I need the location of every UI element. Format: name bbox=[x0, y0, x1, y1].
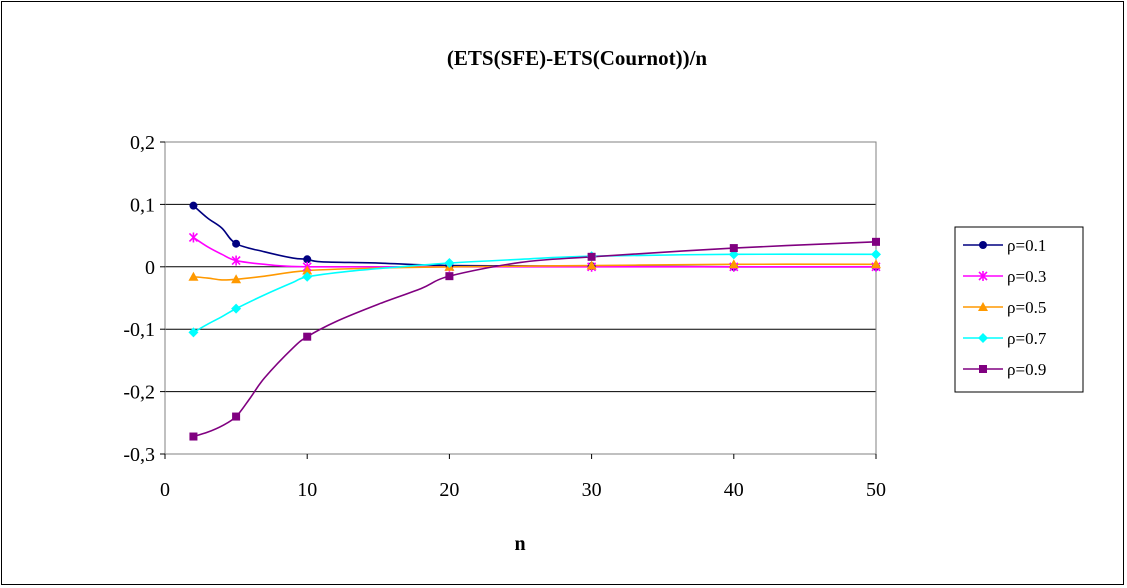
series-5-point bbox=[303, 332, 312, 341]
legend: ρ=0.1 ρ=0.3 ρ=0.5 ρ=0.7 ρ=0.9 bbox=[954, 226, 1084, 393]
plot-area bbox=[164, 141, 877, 455]
series-5-point bbox=[872, 237, 880, 246]
series-1-point bbox=[303, 255, 312, 264]
legend-marker-5 bbox=[979, 365, 987, 373]
y-tick-label: -0,2 bbox=[123, 382, 155, 404]
legend-label-2: ρ=0.3 bbox=[1007, 267, 1046, 286]
series-3-point bbox=[188, 271, 199, 281]
series-1-point bbox=[189, 201, 198, 210]
series-lines bbox=[192, 205, 877, 438]
x-axis-label: n bbox=[514, 533, 525, 555]
chart-title: (ETS(SFE)-ETS(Cournot))/n bbox=[447, 46, 708, 70]
series-2-point bbox=[231, 255, 241, 266]
y-tick-label: -0,1 bbox=[123, 319, 155, 341]
grid-lines bbox=[165, 141, 876, 455]
series-4-point bbox=[871, 249, 881, 260]
series-3-point bbox=[871, 259, 881, 269]
x-tick-label: 50 bbox=[866, 479, 886, 501]
series-line-4 bbox=[193, 253, 877, 334]
series-3-point bbox=[231, 274, 242, 284]
series-5-point bbox=[729, 244, 738, 253]
series-4-point bbox=[302, 271, 313, 282]
y-tick-label: 0 bbox=[145, 257, 155, 279]
legend-marker-4 bbox=[978, 333, 988, 343]
legend-label-4: ρ=0.7 bbox=[1007, 329, 1047, 348]
series-5-point bbox=[232, 412, 241, 421]
legend-marker-2 bbox=[978, 271, 988, 281]
legend-marker-3 bbox=[978, 302, 988, 311]
series-3-point bbox=[728, 259, 739, 269]
y-tick-label: -0,3 bbox=[123, 444, 155, 466]
x-tick-label: 20 bbox=[439, 479, 459, 501]
series-5-point bbox=[445, 272, 454, 281]
series-3-point bbox=[302, 265, 313, 275]
series-markers bbox=[188, 201, 881, 441]
x-tick-label: 40 bbox=[724, 479, 744, 501]
series-line-3 bbox=[193, 263, 877, 281]
series-line-1 bbox=[192, 205, 877, 268]
legend-label-3: ρ=0.5 bbox=[1007, 298, 1046, 317]
x-tick-label: 30 bbox=[582, 479, 602, 501]
series-4-point bbox=[444, 258, 455, 269]
x-axis: 0 10 20 30 40 50 bbox=[160, 454, 886, 501]
series-line-2 bbox=[193, 236, 876, 268]
y-tick-label: 0,1 bbox=[130, 194, 155, 216]
series-5-point bbox=[587, 252, 596, 261]
legend-label-1: ρ=0.1 bbox=[1007, 236, 1046, 255]
x-tick-label: 0 bbox=[160, 479, 170, 501]
series-5-point bbox=[189, 432, 198, 441]
series-4-point bbox=[188, 327, 199, 338]
y-axis: -0,3 -0,2 -0,1 0 0,1 0,2 bbox=[123, 132, 165, 466]
legend-label-5: ρ=0.9 bbox=[1007, 360, 1046, 379]
series-3-point bbox=[586, 260, 597, 270]
y-tick-label: 0,2 bbox=[130, 132, 155, 154]
series-2-point bbox=[188, 232, 199, 243]
x-tick-label: 10 bbox=[297, 479, 317, 501]
legend-marker-1 bbox=[979, 241, 987, 249]
legend-box bbox=[954, 226, 1084, 393]
series-4-point bbox=[231, 303, 242, 314]
series-1-point bbox=[232, 239, 241, 248]
